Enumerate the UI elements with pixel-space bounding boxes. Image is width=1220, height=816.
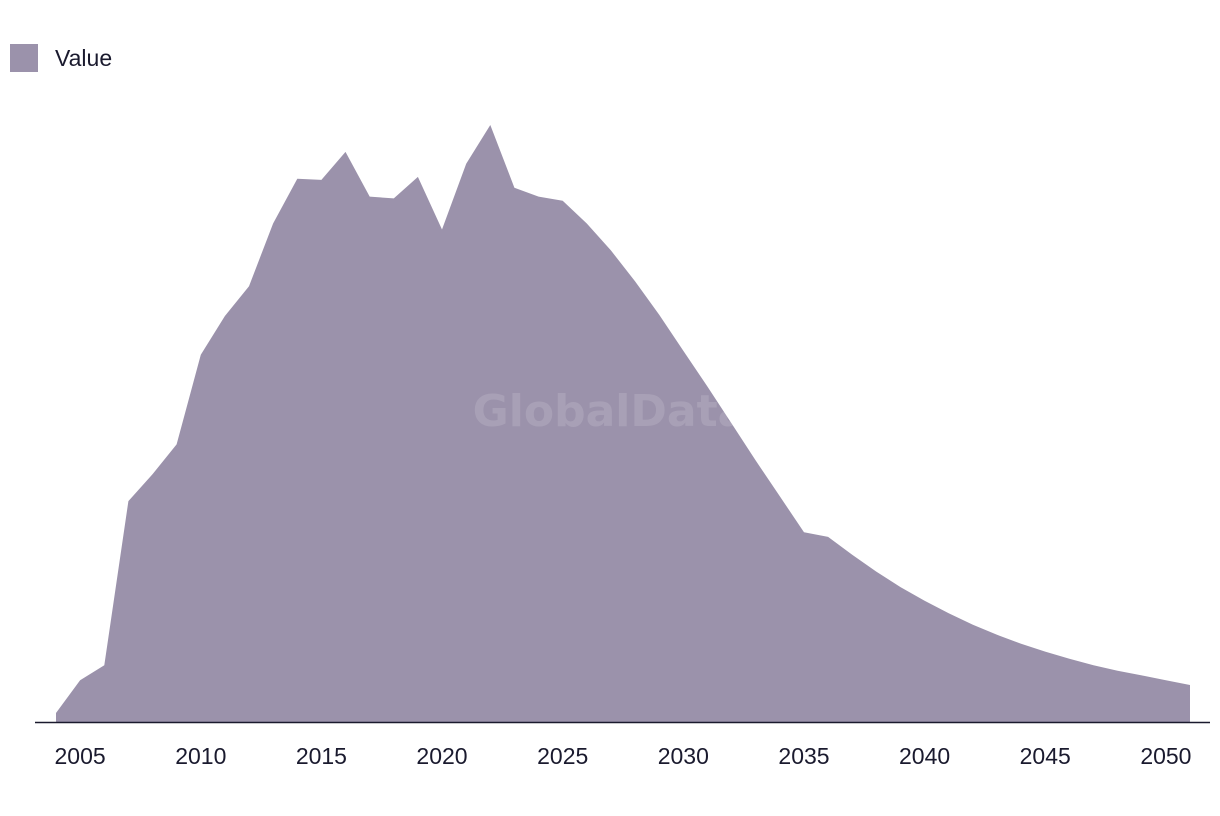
x-tick-label-2035: 2035 [778,743,829,769]
x-tick-label-2030: 2030 [658,743,709,769]
x-tick-label-2010: 2010 [175,743,226,769]
x-tick-label-2015: 2015 [296,743,347,769]
x-tick-label-2040: 2040 [899,743,950,769]
x-tick-label-2045: 2045 [1020,743,1071,769]
legend-swatch [10,44,38,72]
x-tick-label-2020: 2020 [416,743,467,769]
watermark-logo: GlobalData [473,386,748,437]
x-axis-ticks: 2005 2010 2015 2020 2025 2030 2035 2040 2045 2050 [55,743,1192,769]
x-tick-label-2025: 2025 [537,743,588,769]
legend: Value [10,44,112,72]
x-tick-label-2050: 2050 [1140,743,1191,769]
series-area-value [56,125,1190,722]
x-tick-label-2005: 2005 [55,743,106,769]
legend-label: Value [55,44,113,71]
